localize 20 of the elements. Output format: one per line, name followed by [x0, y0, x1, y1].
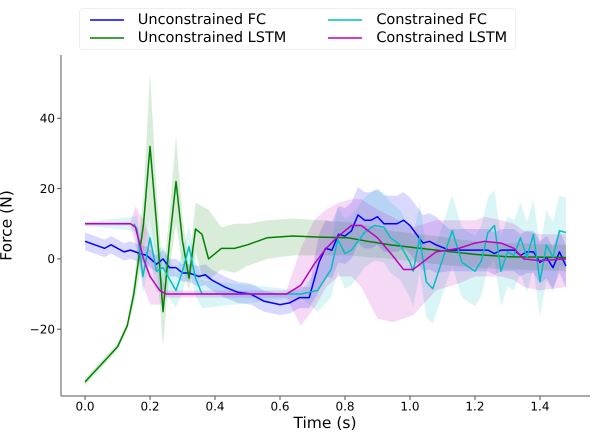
x-tick-label: 1.0	[400, 400, 420, 414]
x-tick-label: 0.0	[76, 400, 95, 414]
legend-label: Unconstrained LSTM	[138, 30, 286, 46]
x-axis-title: Time (s)	[292, 414, 358, 432]
x-tick-label: 0.2	[140, 400, 160, 414]
y-tick-label: −20	[30, 322, 55, 336]
legend-label: Constrained LSTM	[376, 30, 508, 46]
line-series	[84, 146, 567, 383]
y-tick-label: 20	[40, 182, 55, 196]
y-tick-label: 0	[47, 252, 55, 266]
legend-label: Constrained FC	[376, 12, 488, 28]
y-tick-label: 40	[40, 112, 55, 126]
x-tick-label: 0.4	[205, 400, 225, 414]
x-tick-label: 1.4	[530, 400, 550, 414]
x-tick-label: 1.2	[465, 400, 485, 414]
x-tick-label: 0.6	[270, 400, 290, 414]
legend-label: Unconstrained FC	[138, 12, 266, 28]
line-series	[84, 214, 567, 306]
y-axis-title: Force (N)	[0, 190, 16, 261]
x-tick-label: 0.8	[335, 400, 355, 414]
